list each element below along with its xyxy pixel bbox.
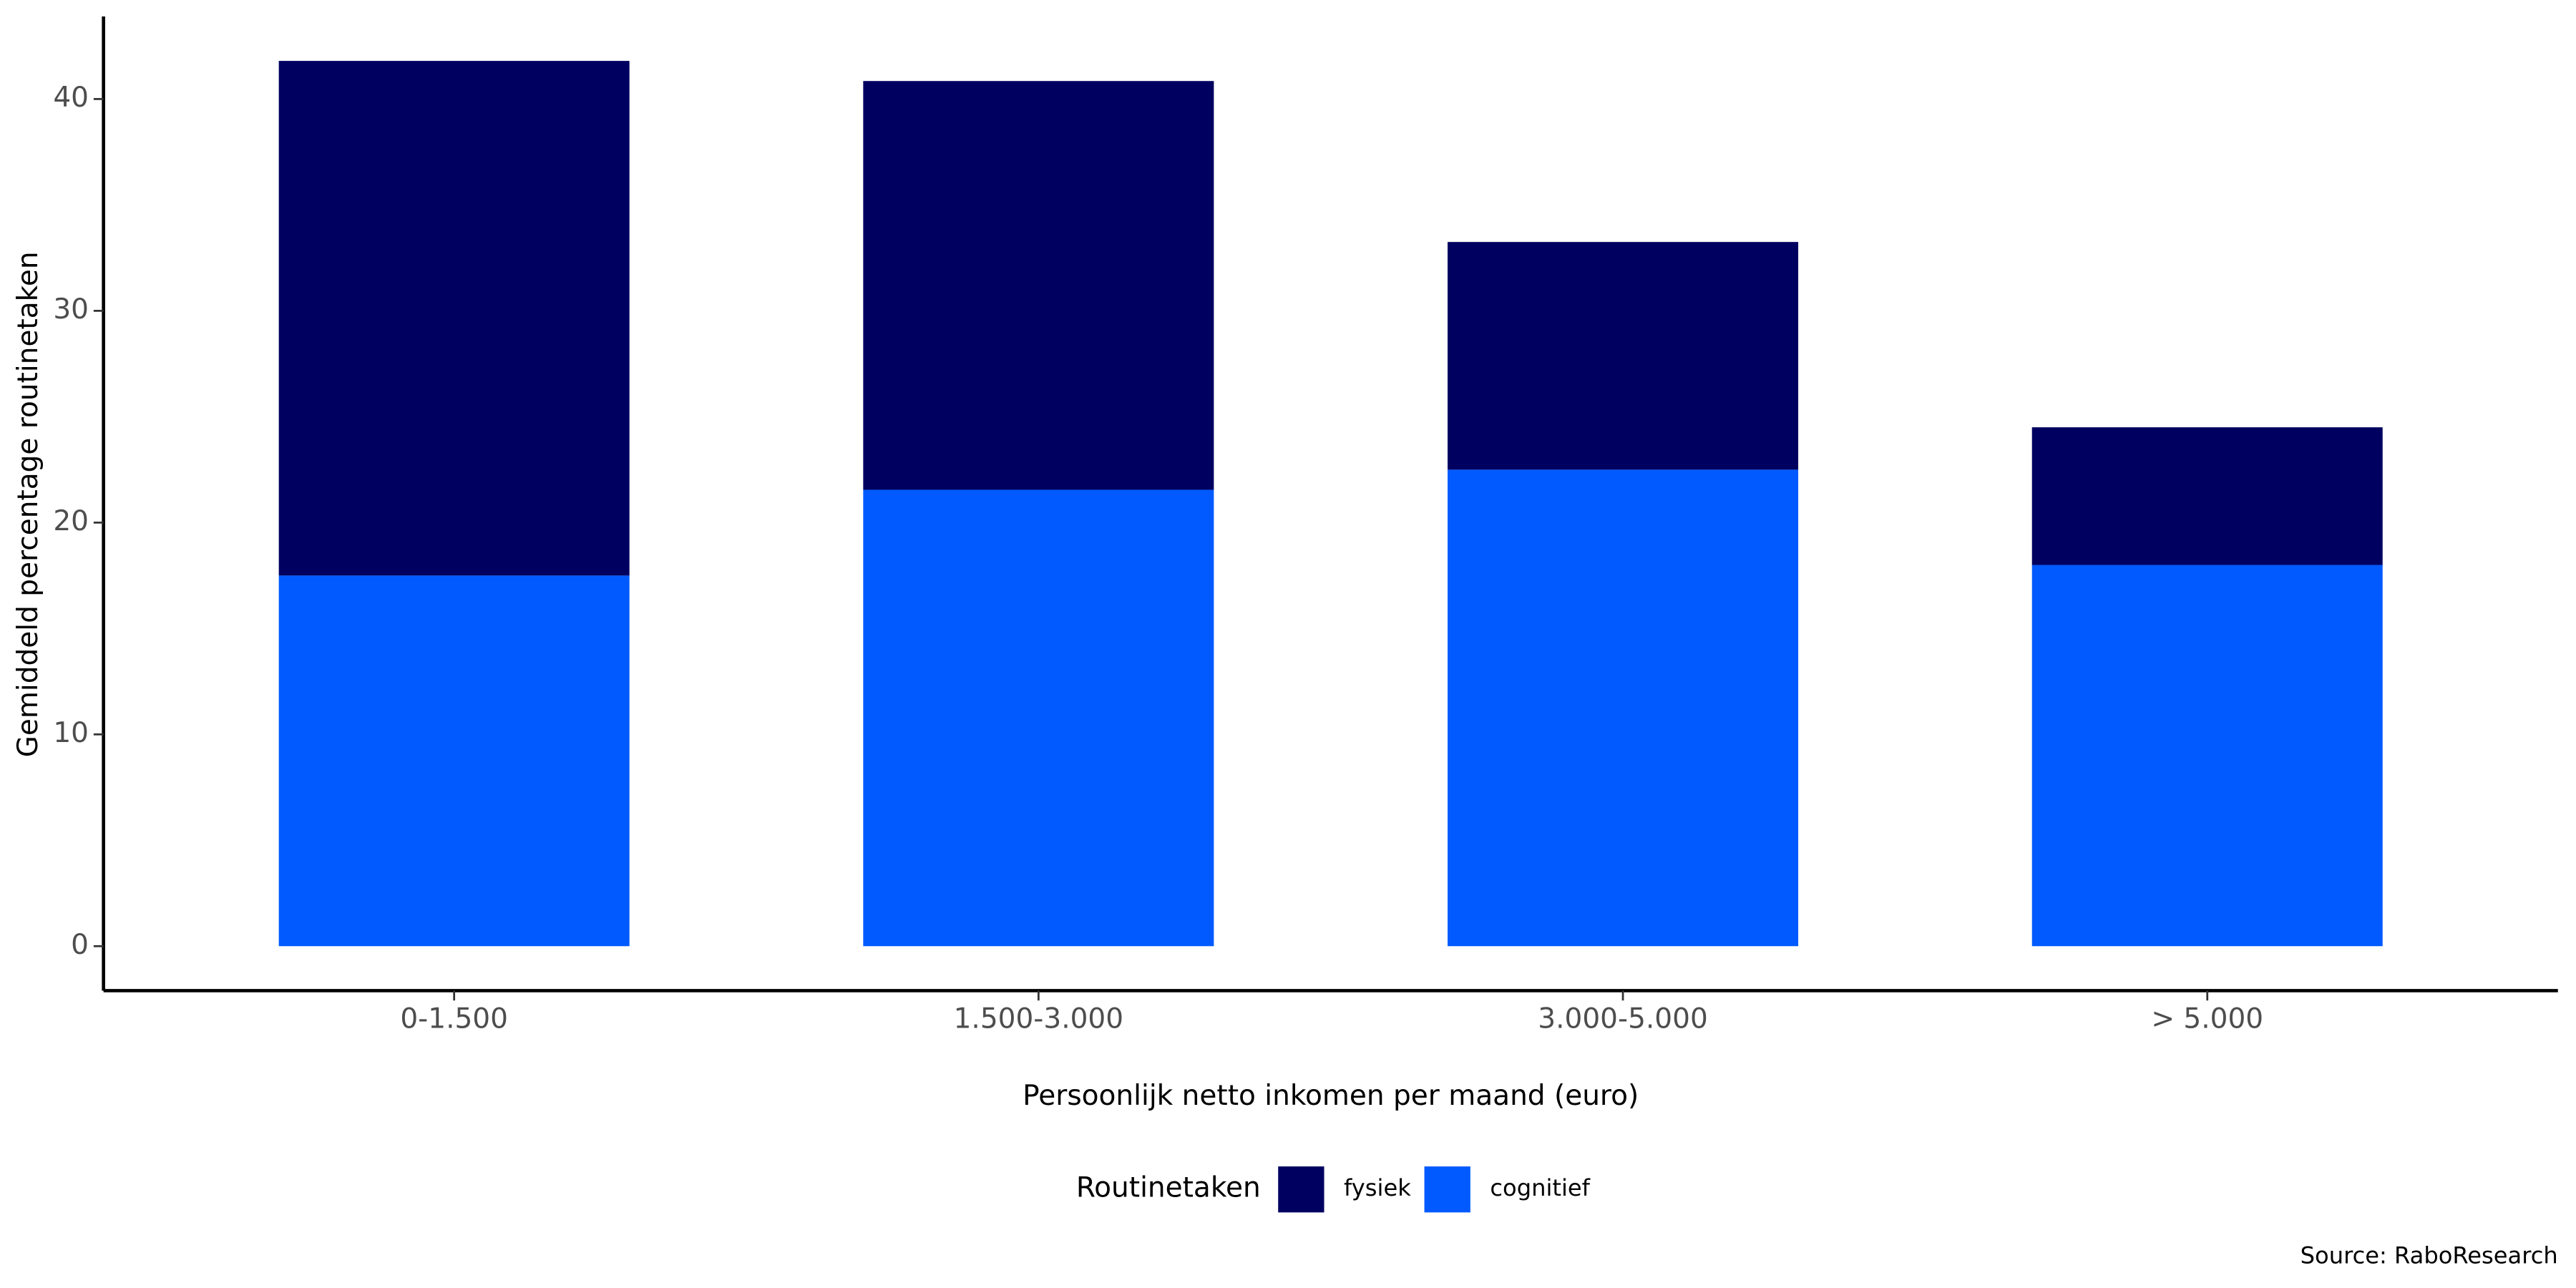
legend-label: cognitief [1490, 1174, 1590, 1201]
bar-segment [2031, 427, 2383, 565]
legend-title: Routinetaken [1076, 1172, 1261, 1204]
y-tick-label: 30 [53, 293, 89, 326]
y-tick-label: 20 [53, 505, 89, 537]
y-tick-label: 10 [53, 717, 89, 749]
x-tick-label: 0-1.500 [400, 1002, 508, 1035]
source: Source: RaboResearch [2301, 1241, 2558, 1269]
bar-segment [2031, 565, 2383, 947]
x-tick-label: > 5.000 [2151, 1002, 2263, 1035]
bar-segment [1448, 469, 1799, 947]
y-tick-label: 0 [71, 929, 89, 961]
x-tick-label: 3.000-5.000 [1538, 1002, 1707, 1035]
y-tick-label: 40 [53, 82, 89, 114]
bar-segment [278, 61, 630, 576]
legend-swatch [1424, 1166, 1470, 1213]
legend-swatch [1278, 1166, 1324, 1213]
y-axis-label: Gemiddeld percentage routinetaken [12, 251, 44, 757]
x-tick-label: 1.500-3.000 [954, 1002, 1123, 1035]
legend-label: fysiek [1344, 1174, 1411, 1201]
bar-segment [863, 81, 1214, 490]
x-axis-label: Persoonlijk netto inkomen per maand (eur… [1023, 1080, 1639, 1112]
bar-segment [278, 575, 630, 947]
bar-segment [1448, 242, 1799, 470]
bar-segment [863, 489, 1214, 947]
